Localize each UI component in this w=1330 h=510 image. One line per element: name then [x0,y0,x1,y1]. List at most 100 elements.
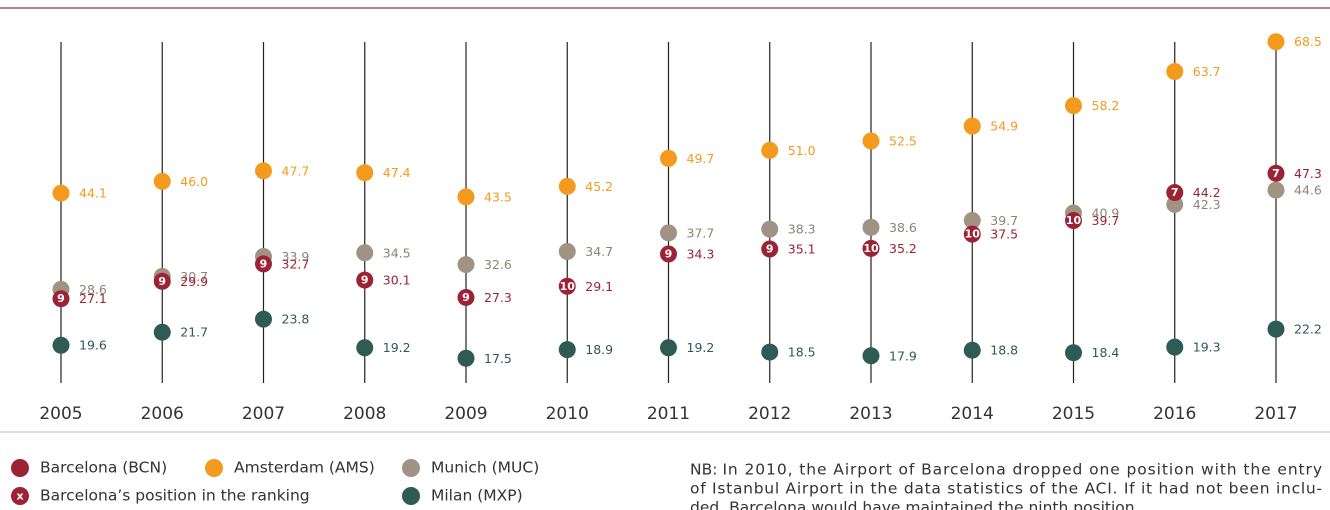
dot [52,290,70,308]
dot [457,288,475,306]
dot [862,239,880,257]
dot [153,172,171,190]
dot [1166,184,1184,202]
value-label: 18.8 [990,343,1018,358]
value-label: 39.7 [990,213,1018,228]
dot [862,218,880,236]
x-tick-label: 2009 [444,404,487,424]
dot [1065,97,1082,115]
dot [963,211,981,229]
x-tick-label: 2010 [546,404,589,424]
dot [255,310,272,328]
dot [963,341,981,359]
value-label: 19.3 [1193,340,1221,355]
x-tick-label: 2017 [1254,404,1297,424]
note-label: NB: [690,461,717,479]
dot [761,240,779,258]
dot [862,132,880,150]
value-label: 47.7 [282,163,310,178]
dot [1166,63,1184,81]
legend-symbol: x [16,490,23,503]
dot [255,162,272,180]
legend-label: Milan (MXP) [431,487,523,505]
value-label: 32.7 [282,256,310,271]
rank-label: 10 [863,242,879,255]
value-label: 51.0 [788,143,816,158]
rank-label: 9 [57,292,65,305]
value-label: 28.6 [79,282,107,297]
value-label: 43.5 [484,189,512,204]
rank-label: 9 [462,291,470,304]
value-label: 27.1 [79,291,107,306]
value-label: 38.3 [788,222,816,237]
dot [457,349,475,367]
x-tick-label: 2014 [951,404,994,424]
dot [660,224,677,242]
rank-label: 9 [158,275,166,288]
rank-label: 7 [1171,186,1179,199]
value-label: 29.1 [585,279,613,294]
dot [1065,211,1082,229]
legend-label: Barcelona’s position in the ranking [40,487,310,505]
note-text: ded, Barcelona would have maintained the… [690,499,1140,510]
x-tick-label: 2012 [748,404,791,424]
value-label: 18.5 [788,345,816,360]
value-label: 17.5 [484,351,512,366]
value-label: 44.6 [1294,183,1322,198]
dot [153,323,171,341]
value-label: 63.7 [1193,64,1221,79]
value-label: 32.6 [484,257,512,272]
value-label: 33.9 [282,249,310,264]
dot [356,164,374,182]
value-label: 45.2 [585,179,613,194]
value-label: 35.1 [788,242,816,257]
dot [1267,33,1285,51]
value-label: 18.4 [1092,345,1120,360]
dot [457,256,475,274]
rank-label: 10 [1066,214,1082,227]
x-tick-label: 2013 [849,404,892,424]
value-label: 34.5 [383,245,411,260]
legend-label: Munich (MUC) [431,459,539,477]
value-label: 42.3 [1193,197,1221,212]
note-text: In 2010, the Airport of Barcelona droppe… [722,461,1322,479]
x-tick-label: 2016 [1153,404,1196,424]
value-label: 19.6 [79,338,107,353]
value-label: 30.7 [180,269,208,284]
value-label: 44.2 [1193,185,1221,200]
legend-label: Amsterdam (AMS) [234,459,375,477]
value-label: 37.7 [687,225,715,240]
rank-label: 9 [361,274,369,287]
value-label: 30.1 [383,273,411,288]
value-label: 49.7 [687,151,715,166]
dot [356,271,374,289]
dot [660,339,677,357]
value-label: 29.9 [180,274,208,289]
dot [761,343,779,361]
dot [52,184,70,202]
legend-swatch [402,487,420,505]
dot [761,220,779,238]
x-tick-label: 2008 [343,404,386,424]
dot [153,272,171,290]
rank-label: 10 [965,228,981,241]
value-label: 58.2 [1092,98,1120,113]
value-label: 21.7 [180,325,208,340]
value-label: 40.9 [1092,206,1120,221]
value-label: 44.1 [79,186,107,201]
dot [1166,338,1184,356]
value-label: 27.3 [484,290,512,305]
value-label: 35.2 [889,241,917,256]
x-tick-label: 2015 [1052,404,1095,424]
dot [1166,195,1184,213]
value-label: 23.8 [282,312,310,327]
rank-label: 10 [560,280,576,293]
value-label: 17.9 [889,348,917,363]
value-label: 68.5 [1294,34,1322,49]
value-label: 47.3 [1294,166,1322,181]
legend-swatch [11,487,29,505]
value-label: 34.3 [687,247,715,262]
dot [558,177,576,195]
note-text: of Istanbul Airport in the data statisti… [690,480,1322,498]
